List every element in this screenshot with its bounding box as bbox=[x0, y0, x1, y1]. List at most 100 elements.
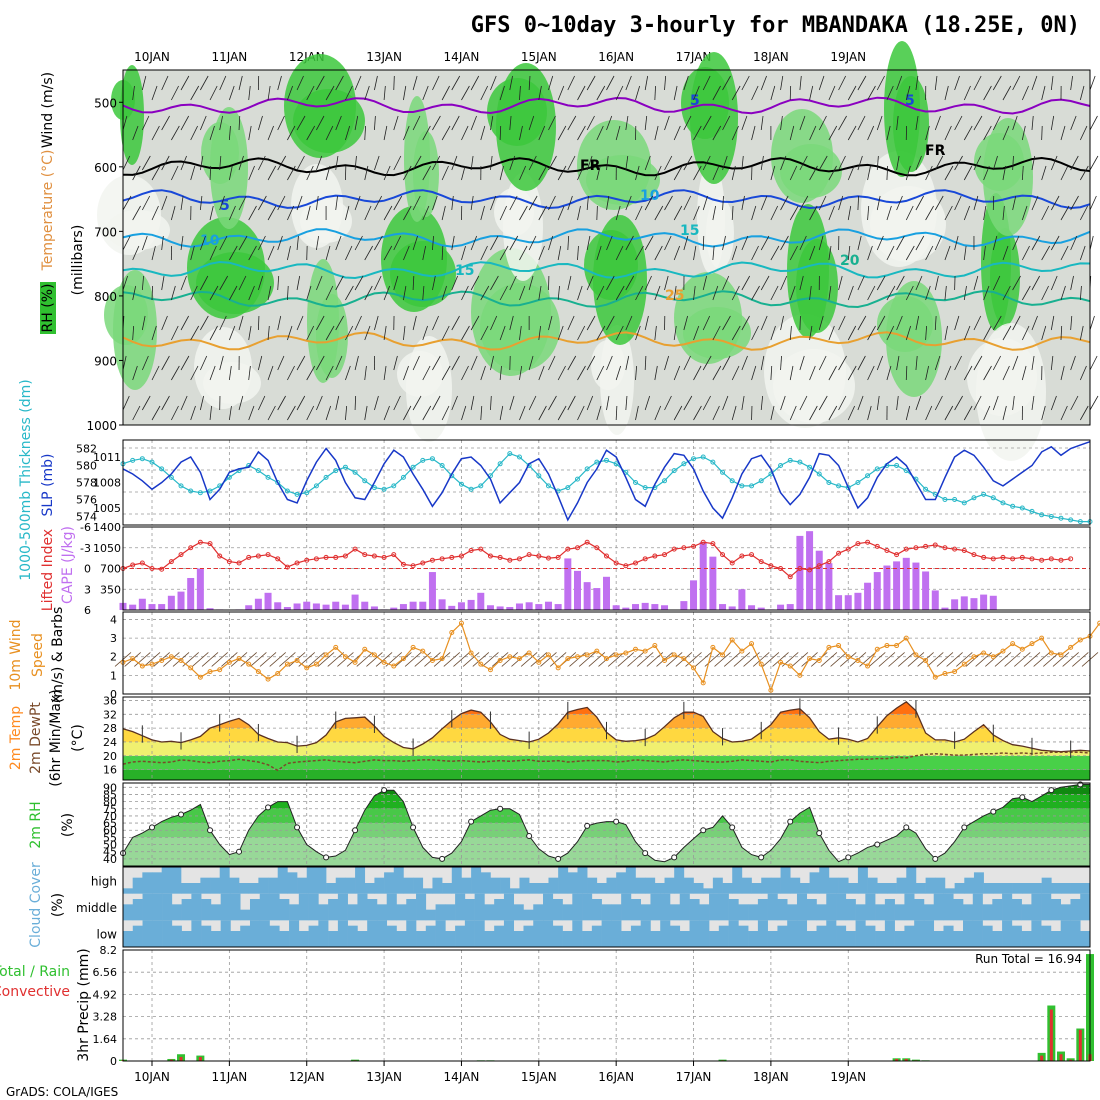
wind-barb bbox=[886, 245, 895, 261]
wind-barb bbox=[760, 395, 764, 411]
wind-barb bbox=[219, 275, 229, 291]
wind-barb bbox=[306, 165, 314, 181]
wind-barb bbox=[364, 165, 369, 181]
cloud-cell bbox=[650, 893, 661, 921]
li-marker bbox=[797, 566, 803, 571]
rh-marker bbox=[555, 855, 562, 862]
wind-barb bbox=[170, 165, 179, 181]
cloud-cell bbox=[640, 904, 651, 921]
thickness-tick-label: 576 bbox=[76, 494, 97, 507]
wind-barb bbox=[664, 395, 672, 411]
cloud-cell bbox=[1070, 899, 1081, 921]
wind-barb bbox=[896, 195, 903, 211]
wind-barb bbox=[412, 235, 418, 251]
cloud-cell bbox=[591, 899, 602, 921]
top-date-label: 15JAN bbox=[521, 50, 557, 64]
wind-barb-10m bbox=[627, 652, 644, 667]
rh-axis-label: 2m RH bbox=[28, 801, 44, 848]
wind-barb bbox=[577, 205, 581, 221]
wind-barb bbox=[258, 195, 267, 211]
cloud-cell bbox=[357, 893, 368, 921]
wind-barb bbox=[1002, 125, 1010, 141]
wind-barb bbox=[461, 85, 470, 101]
cloud-cell bbox=[210, 931, 221, 947]
wind-barb bbox=[316, 235, 320, 251]
wind-barb bbox=[567, 275, 572, 291]
wind-barb bbox=[229, 285, 238, 301]
wind-barb bbox=[441, 205, 446, 221]
wind-barb bbox=[528, 235, 537, 251]
wind-barb bbox=[267, 405, 276, 421]
cape-bar bbox=[274, 602, 282, 610]
cloud-cell bbox=[533, 920, 544, 947]
thickness-marker bbox=[981, 491, 987, 497]
wind-barb bbox=[345, 285, 354, 301]
wind-speed-marker bbox=[284, 661, 290, 667]
wind-barb bbox=[257, 315, 260, 331]
wind-barb bbox=[896, 355, 900, 371]
li-marker bbox=[642, 556, 648, 562]
thickness-marker bbox=[1048, 514, 1054, 519]
wind-barb bbox=[615, 285, 625, 301]
cloud-cell bbox=[650, 931, 661, 947]
wind-barb bbox=[480, 205, 485, 221]
cloud-cell bbox=[279, 931, 290, 947]
wind-barb bbox=[538, 85, 542, 101]
dewpt-axis-label: 2m DewPt bbox=[28, 702, 44, 774]
wind-barb bbox=[277, 355, 285, 371]
wind-barb bbox=[509, 395, 515, 411]
wind-barb bbox=[490, 315, 498, 331]
wind-barb bbox=[122, 155, 131, 171]
cloud-cell bbox=[645, 877, 656, 894]
li-marker bbox=[197, 539, 203, 545]
cape-bar bbox=[864, 582, 872, 610]
wind-barb bbox=[548, 155, 557, 171]
wind-speed-marker bbox=[923, 657, 929, 663]
wind-barb bbox=[635, 365, 638, 381]
wind-barb bbox=[702, 355, 712, 371]
wind-barb bbox=[528, 275, 534, 291]
cloud-cell bbox=[1041, 925, 1052, 947]
wind-barb bbox=[1021, 325, 1030, 341]
thickness-marker bbox=[961, 500, 967, 506]
bottom-date-label: 14JAN bbox=[444, 1070, 480, 1084]
thickness-marker bbox=[1039, 512, 1045, 518]
wind-barb-10m bbox=[501, 652, 519, 667]
cape-bar bbox=[806, 531, 814, 610]
wind-barb bbox=[925, 285, 931, 301]
wind-barb bbox=[625, 395, 628, 411]
li-marker bbox=[574, 545, 580, 551]
wind-barb bbox=[422, 325, 428, 341]
li-marker bbox=[865, 539, 871, 545]
li-marker bbox=[749, 552, 755, 558]
li-marker bbox=[526, 552, 532, 558]
wind-barb bbox=[287, 85, 294, 101]
cloud-cell bbox=[777, 925, 788, 947]
upper-air-frame bbox=[122, 69, 1091, 426]
wind-barb bbox=[867, 245, 873, 261]
cloud-cell bbox=[611, 904, 622, 921]
wind-barb bbox=[132, 125, 139, 141]
wind-barb bbox=[1060, 325, 1063, 341]
li-marker bbox=[391, 552, 397, 558]
wind-barb bbox=[818, 395, 828, 411]
cape-bar bbox=[467, 599, 475, 610]
wind-barb bbox=[973, 195, 979, 211]
cloud-cell bbox=[455, 925, 466, 947]
li-marker bbox=[1000, 554, 1006, 560]
wind-barb-10m bbox=[201, 652, 219, 667]
wind-barb bbox=[828, 365, 837, 381]
wind-barb bbox=[577, 125, 586, 141]
wind-barb bbox=[828, 285, 832, 301]
li-marker bbox=[458, 553, 464, 559]
cloud-cell bbox=[689, 899, 700, 921]
li-marker bbox=[604, 553, 609, 559]
wind-barb bbox=[199, 195, 203, 211]
wind-barb bbox=[1089, 115, 1098, 131]
wind-barb bbox=[499, 285, 508, 301]
cape-bar bbox=[883, 565, 891, 610]
wind-barb bbox=[1012, 395, 1015, 411]
wind-speed-marker bbox=[961, 661, 967, 667]
wind-barb bbox=[403, 85, 407, 101]
